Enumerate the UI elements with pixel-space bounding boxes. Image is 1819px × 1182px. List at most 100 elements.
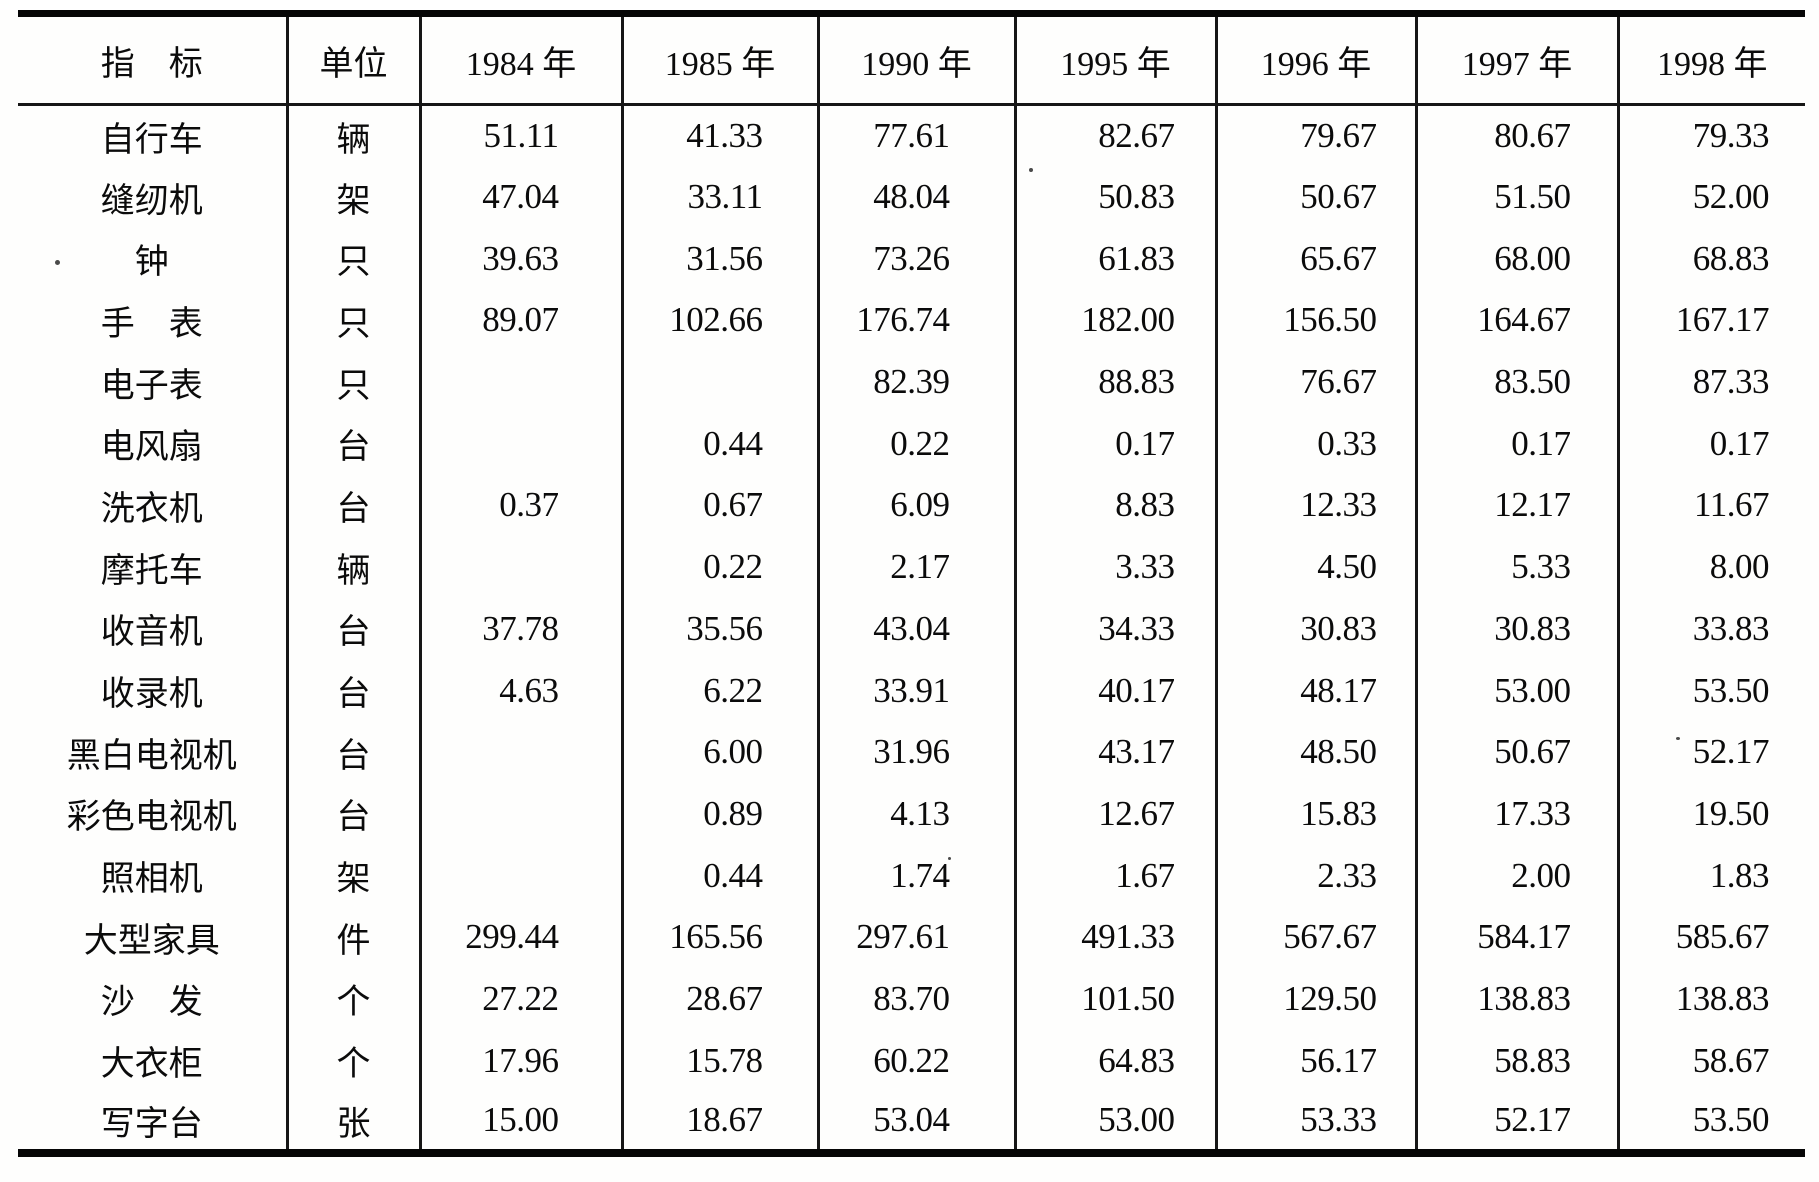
indicator-cell: 洗衣机 — [18, 474, 289, 537]
value-cell: 60.22 — [818, 1029, 1017, 1092]
value-cell — [622, 351, 820, 413]
value-cell: 52.17 — [1416, 1091, 1620, 1154]
value-cell: 53.00 — [1015, 1091, 1218, 1154]
value-cell: 31.56 — [622, 227, 820, 290]
unit-cell: 件 — [287, 906, 422, 969]
value-cell: 0.89 — [622, 783, 820, 845]
value-cell: 50.67 — [1416, 721, 1620, 784]
unit-cell: 辆 — [287, 536, 422, 598]
value-cell: 61.83 — [1015, 227, 1218, 290]
value-cell: 19.50 — [1692, 793, 1770, 833]
value-cell: 8.83 — [1015, 474, 1218, 537]
value-cell: 15.78 — [622, 1029, 820, 1092]
table-row: 钟只 39.63 31.56 73.26 61.83 65.67 68.00 68.83 — [18, 227, 1805, 290]
value-cell: 77.61 — [818, 104, 1017, 167]
header-year-1985: 1985 年 — [622, 13, 820, 106]
value-cell: 0.22 — [622, 536, 820, 598]
value-cell: 33.11 — [622, 166, 820, 228]
value-cell: 27.22 — [420, 968, 624, 1030]
value-cell: 76.67 — [1216, 351, 1418, 413]
table-row: 沙 发个 27.22 28.67 83.70 101.50 129.50 138.83 138… — [18, 968, 1805, 1030]
value-cell: 0.17 — [1709, 423, 1770, 463]
value-cell: 2.33 — [1216, 844, 1418, 907]
value-cell: 101.50 — [1015, 968, 1218, 1030]
value-cell: 567.67 — [1216, 906, 1418, 969]
value-cell — [420, 536, 624, 598]
unit-cell: 只 — [287, 351, 422, 413]
value-cell: 30.83 — [1216, 598, 1418, 660]
table-row: 黑白电视机台 6.00 31.96 43.17 48.50 50.67 52.17 — [18, 721, 1805, 784]
value-cell: 1.67 — [1015, 844, 1218, 907]
value-cell: 299.44 — [420, 906, 624, 969]
value-cell: 47.04 — [420, 166, 624, 228]
value-cell: 53.33 — [1216, 1091, 1418, 1154]
value-cell: 87.33 — [1692, 362, 1770, 402]
header-year-1997: 1997 年 — [1416, 13, 1620, 106]
household-goods-table: 指 标 单位 1984 年 1985 年 1990 年 1995 年 1996 … — [18, 10, 1805, 1158]
indicator-cell: 大衣柜 — [18, 1029, 289, 1092]
value-cell: 50.83 — [1015, 166, 1218, 228]
unit-cell: 辆 — [287, 104, 422, 167]
value-cell: 73.26 — [818, 227, 1017, 290]
value-cell: 58.67 — [1692, 1040, 1770, 1080]
value-cell — [420, 783, 624, 845]
value-cell: 11.67 — [1694, 485, 1769, 525]
scanned-page: 指 标 单位 1984 年 1985 年 1990 年 1995 年 1996 … — [0, 10, 1819, 1182]
unit-cell: 架 — [287, 844, 422, 907]
value-cell: 30.83 — [1416, 598, 1620, 660]
table-row: 缝纫机架 47.04 33.11 48.04 50.83 50.67 51.50 52.00 — [18, 166, 1805, 228]
indicator-cell: 摩托车 — [18, 536, 289, 598]
table-row: 写字台张 15.00 18.67 53.04 53.00 53.33 52.17 53.50 — [18, 1091, 1805, 1154]
value-cell: 34.33 — [1015, 598, 1218, 660]
value-cell: 0.17 — [1416, 412, 1620, 475]
value-cell: 31.96 — [818, 721, 1017, 784]
table-row: 自行车辆 51.11 41.33 77.61 82.67 79.67 80.67 79.33 — [18, 104, 1805, 167]
value-cell: 129.50 — [1216, 968, 1418, 1030]
unit-cell: 只 — [287, 289, 422, 352]
table-row: 电风扇台 0.44 0.22 0.17 0.33 0.17 0.17 — [18, 412, 1805, 475]
value-cell: 164.67 — [1416, 289, 1620, 352]
value-cell: 0.67 — [622, 474, 820, 537]
table-row: 大衣柜个 17.96 15.78 60.22 64.83 56.17 58.83 58.67 — [18, 1029, 1805, 1092]
unit-cell: 张 — [287, 1091, 422, 1154]
value-cell: 33.91 — [818, 659, 1017, 722]
value-cell: 39.63 — [420, 227, 624, 290]
value-cell: 491.33 — [1015, 906, 1218, 969]
value-cell: 53.50 — [1692, 1100, 1770, 1140]
indicator-cell: 收录机 — [18, 659, 289, 722]
value-cell: 3.33 — [1015, 536, 1218, 598]
value-cell: 35.56 — [622, 598, 820, 660]
unit-cell: 台 — [287, 721, 422, 784]
value-cell: 1.74 — [818, 844, 1017, 907]
table-row: 大型家具件 299.44 165.56 297.61 491.33 567.67 584.1… — [18, 906, 1805, 969]
value-cell: 165.56 — [622, 906, 820, 969]
header-row: 指 标 单位 1984 年 1985 年 1990 年 1995 年 1996 … — [18, 13, 1805, 106]
scan-speck — [1029, 168, 1033, 172]
value-cell: 0.17 — [1015, 412, 1218, 475]
indicator-cell: 收音机 — [18, 598, 289, 660]
value-cell: 82.67 — [1015, 104, 1218, 167]
value-cell: 584.17 — [1416, 906, 1620, 969]
value-cell: 79.33 — [1692, 116, 1770, 156]
value-cell: 182.00 — [1015, 289, 1218, 352]
unit-cell: 个 — [287, 1029, 422, 1092]
indicator-cell: 手 表 — [18, 289, 289, 352]
value-cell: 176.74 — [818, 289, 1017, 352]
value-cell: 2.00 — [1416, 844, 1620, 907]
value-cell: 4.63 — [420, 659, 624, 722]
value-cell: 0.22 — [818, 412, 1017, 475]
value-cell: 48.17 — [1216, 659, 1418, 722]
table-row: 洗衣机台 0.37 0.67 6.09 8.83 12.33 12.17 11.67 — [18, 474, 1805, 537]
value-cell: 297.61 — [818, 906, 1017, 969]
value-cell: 15.00 — [420, 1091, 624, 1154]
unit-cell: 台 — [287, 598, 422, 660]
scan-speck — [55, 260, 60, 265]
value-cell: 83.70 — [818, 968, 1017, 1030]
value-cell: 585.67 — [1675, 917, 1770, 957]
header-year-1984: 1984 年 — [420, 13, 624, 106]
value-cell: 138.83 — [1416, 968, 1620, 1030]
value-cell: 4.50 — [1216, 536, 1418, 598]
value-cell: 33.83 — [1692, 608, 1770, 648]
value-cell — [420, 351, 624, 413]
value-cell: 51.50 — [1416, 166, 1620, 228]
